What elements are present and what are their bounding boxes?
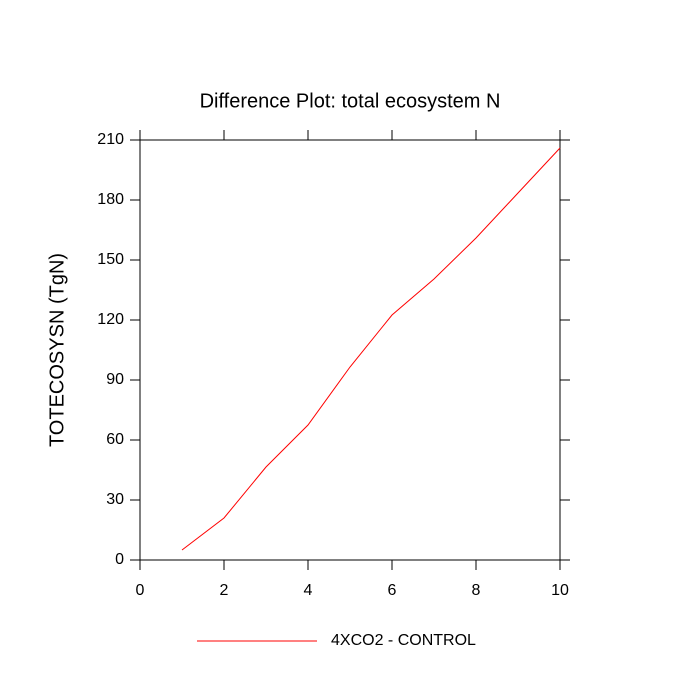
x-tick-label: 10 [551, 582, 569, 599]
x-tick-label: 4 [304, 582, 313, 599]
y-tick-label: 0 [115, 551, 124, 568]
plot-frame [139, 139, 561, 561]
legend-label: 4XCO2 - CONTROL [331, 632, 476, 649]
y-tick-label: 30 [106, 491, 124, 508]
x-tick-label: 2 [220, 582, 229, 599]
y-tick-label: 210 [97, 131, 124, 148]
y-tick-label: 150 [97, 251, 124, 268]
x-tick-label: 6 [388, 582, 397, 599]
x-tick-label: 8 [472, 582, 481, 599]
y-tick-label: 60 [106, 431, 124, 448]
y-tick-label: 180 [97, 191, 124, 208]
y-tick-label: 90 [106, 371, 124, 388]
x-tick-label: 0 [136, 582, 145, 599]
y-tick-label: 120 [97, 311, 124, 328]
y-axis-label: TOTECOSYSN (TgN) [46, 253, 68, 447]
chart-title: Difference Plot: total ecosystem N [200, 90, 501, 112]
data-line [181, 147, 561, 551]
